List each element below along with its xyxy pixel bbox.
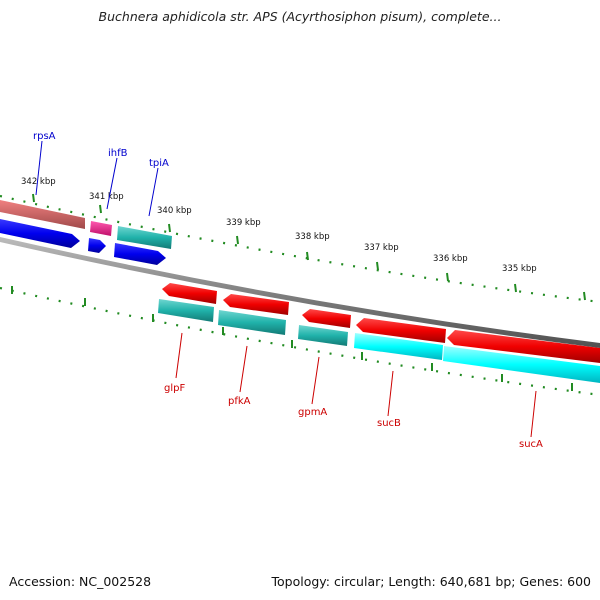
tick-label: 338 kbp [295, 232, 330, 242]
genome-summary-text: Topology: circular; Length: 640,681 bp; … [271, 574, 592, 589]
reverse-feature-teal [298, 325, 348, 346]
reverse-label-leaders [175, 332, 537, 438]
gene-label-glpF: glpF [164, 383, 185, 394]
forward-feature-teal [117, 226, 172, 249]
reverse-gene-labels: glpF pfkA gpmA sucB sucA [164, 383, 543, 450]
reverse-cds-arrow [162, 283, 217, 304]
gene-label-sucA: sucA [519, 439, 543, 450]
map-title: Buchnera aphidicola str. APS (Acyrthosip… [98, 9, 502, 24]
forward-cds-arrow [0, 219, 80, 248]
genome-backbone [0, 237, 600, 348]
major-ticks [11, 193, 586, 391]
reverse-feature-cyan [354, 333, 443, 360]
reverse-cds-arrow [447, 330, 600, 363]
forward-feature-track [0, 200, 85, 229]
forward-feature-magenta [90, 221, 112, 236]
reverse-cds-arrow [302, 309, 351, 328]
reverse-feature-teal [158, 299, 214, 322]
forward-gene-labels: rpsA ihfB tpiA [33, 131, 169, 169]
outer-tick-ring [0, 194, 600, 304]
tick-label: 340 kbp [157, 206, 192, 216]
forward-label-leaders [35, 140, 159, 217]
tick-label: 342 kbp [21, 177, 56, 187]
gene-label-gpmA: gpmA [298, 407, 327, 418]
gene-label-sucB: sucB [377, 418, 401, 429]
forward-cds-arrow [88, 238, 106, 253]
tick-label: 339 kbp [226, 218, 261, 228]
tick-label: 335 kbp [502, 264, 537, 274]
tick-label: 341 kbp [89, 192, 124, 202]
reverse-cds-arrow [223, 294, 289, 315]
forward-cds-arrow [114, 243, 166, 265]
gene-label-pfkA: pfkA [228, 396, 251, 407]
reverse-feature-teal [218, 310, 286, 335]
reverse-cds-arrow [356, 318, 446, 343]
reverse-feature-cyan [443, 346, 600, 383]
gene-label-rpsA: rpsA [33, 131, 56, 142]
accession-text: Accession: NC_002528 [9, 574, 152, 589]
tick-label: 337 kbp [364, 243, 399, 253]
inner-tick-ring [0, 286, 600, 397]
tick-label: 336 kbp [433, 254, 468, 264]
gene-label-ihfB: ihfB [108, 148, 128, 159]
gene-label-tpiA: tpiA [149, 158, 169, 169]
tick-labels: 342 kbp 341 kbp 340 kbp 339 kbp 338 kbp … [21, 177, 537, 274]
